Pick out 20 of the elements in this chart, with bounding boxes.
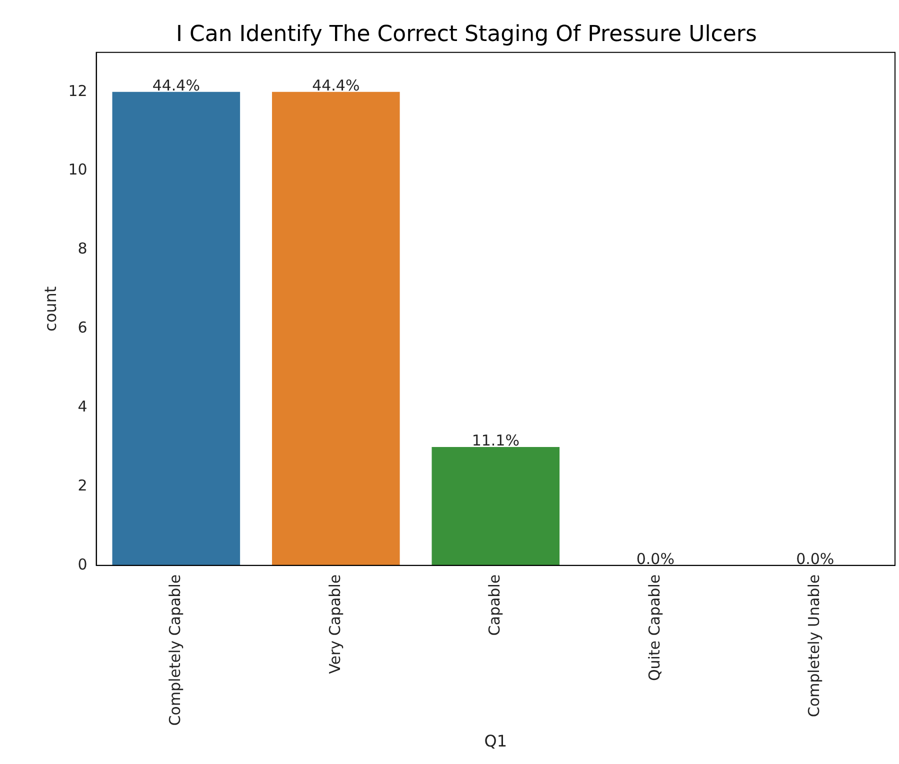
y-tick-label: 2 (78, 476, 88, 494)
y-tick-label: 4 (78, 397, 88, 416)
annotation: 44.4% (152, 76, 200, 94)
y-tick-label: 10 (68, 160, 88, 179)
x-tick-label: Completely Unable (805, 574, 824, 718)
x-tick-label: Capable (486, 574, 504, 636)
annotation: 44.4% (312, 76, 360, 94)
x-tick-label: Very Capable (326, 574, 344, 674)
y-tick-label: 6 (78, 318, 88, 337)
x-axis-title: Q1 (484, 732, 508, 751)
y-tick-label: 0 (78, 555, 88, 574)
x-tick-label: Quite Capable (645, 574, 664, 682)
chart-title: I Can Identify The Correct Staging Of Pressure Ulcers (176, 22, 757, 47)
x-tick-label: Completely Capable (166, 574, 184, 726)
annotation: 11.1% (472, 431, 520, 450)
y-tick-label: 12 (68, 82, 88, 100)
y-tick-label: 8 (78, 240, 88, 258)
y-axis-title: count (40, 286, 60, 332)
annotation: 0.0% (636, 550, 674, 568)
annotation: 0.0% (796, 550, 834, 568)
